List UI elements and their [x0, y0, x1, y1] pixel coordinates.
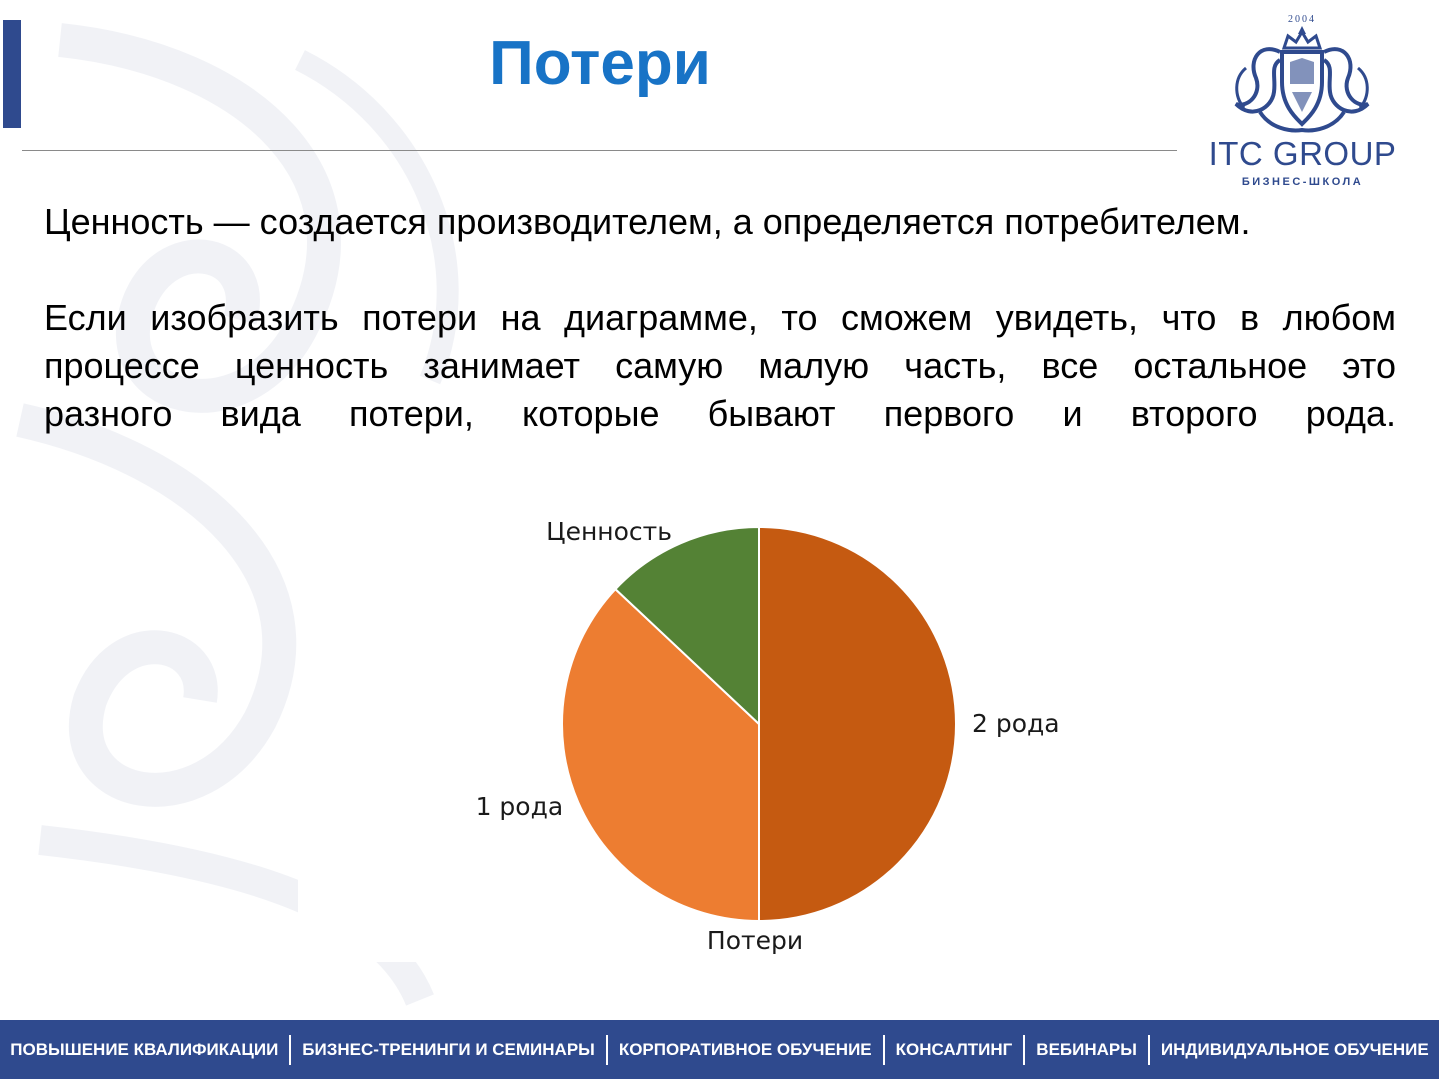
- footer-item[interactable]: КОРПОРАТИВНОЕ ОБУЧЕНИЕ: [605, 1034, 883, 1065]
- logo-name: ITC GROUP: [1208, 135, 1397, 172]
- pie-chart-container: 2 рода 1 рода Ценность Потери: [298, 510, 1198, 962]
- paragraph-losses: Если изобразить потери на диаграмме, то …: [44, 294, 1396, 438]
- logo-subtitle: БИЗНЕС-ШКОЛА: [1241, 176, 1364, 188]
- pie-slice-label: 1 рода: [476, 792, 564, 821]
- pie-chart: 2 рода 1 рода Ценность Потери: [476, 517, 1060, 955]
- background-ornament: [16, 23, 459, 1007]
- paragraph-line: Если изобразить потери на диаграмме, то …: [44, 297, 1396, 338]
- footer-bar: ПОВЫШЕНИЕ КВАЛИФИКАЦИИ БИЗНЕС-ТРЕНИНГИ И …: [0, 1020, 1439, 1079]
- accent-bar: [3, 20, 21, 128]
- itc-group-logo: 2004: [1234, 14, 1370, 133]
- pie-slice-label: Ценность: [546, 517, 672, 546]
- pie-slice: [561, 587, 760, 923]
- pie-slice-label: 2 рода: [972, 709, 1060, 738]
- paragraph-value-definition: Ценность — создается производителем, а о…: [44, 201, 1251, 242]
- footer-item[interactable]: БИЗНЕС-ТРЕНИНГИ И СЕМИНАРЫ: [289, 1034, 606, 1065]
- paragraph-line: процессе ценность занимает самую малую ч…: [44, 345, 1396, 386]
- footer-item[interactable]: ПОВЫШЕНИЕ КВАЛИФИКАЦИИ: [10, 1039, 279, 1059]
- title-divider: [22, 150, 1177, 151]
- pie-slice: [758, 525, 957, 923]
- slide-title: Потери: [489, 29, 711, 98]
- chart-title: Потери: [707, 926, 803, 955]
- pie-slice: [613, 525, 760, 727]
- footer-item[interactable]: ВЕБИНАРЫ: [1023, 1034, 1148, 1065]
- paragraph-line: разного вида потери, которые бывают перв…: [44, 393, 1396, 434]
- footer-item[interactable]: ИНДИВИДУАЛЬНОЕ ОБУЧЕНИЕ: [1147, 1034, 1439, 1065]
- footer-item[interactable]: КОНСАЛТИНГ: [882, 1034, 1024, 1065]
- logo-year: 2004: [1288, 14, 1316, 25]
